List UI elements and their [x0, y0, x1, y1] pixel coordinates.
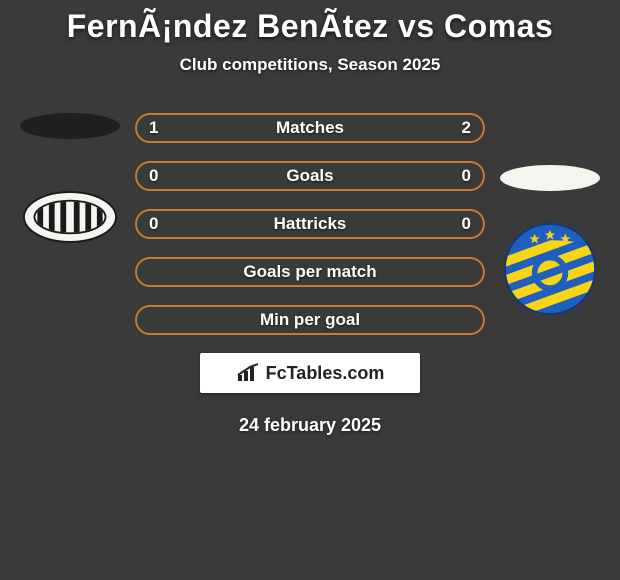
stat-label: Matches — [276, 118, 344, 138]
stat-label: Goals per match — [243, 262, 376, 282]
stat-row-mpg: Min per goal — [135, 305, 485, 335]
crest-left — [22, 169, 118, 265]
shadow-ellipse-left — [20, 113, 120, 139]
stat-label: Min per goal — [260, 310, 360, 330]
stat-label: Goals — [286, 166, 333, 186]
stat-right-value: 0 — [462, 166, 471, 186]
stat-row-gpm: Goals per match — [135, 257, 485, 287]
stat-left-value: 0 — [149, 214, 158, 234]
stat-label: Hattricks — [274, 214, 347, 234]
crest-right-icon — [502, 221, 598, 317]
stat-row-hattricks: 0 Hattricks 0 — [135, 209, 485, 239]
player-left-col — [15, 113, 125, 265]
stat-right-value: 2 — [462, 118, 471, 138]
stats-column: 1 Matches 2 0 Goals 0 0 Hattricks 0 Goal… — [135, 113, 485, 335]
logo-text: FcTables.com — [266, 363, 385, 384]
comparison-card: FernÃ¡ndez BenÃ­tez vs Comas Club compet… — [0, 0, 620, 436]
main-row: 1 Matches 2 0 Goals 0 0 Hattricks 0 Goal… — [0, 113, 620, 335]
date-label: 24 february 2025 — [0, 415, 620, 436]
stat-left-value: 1 — [149, 118, 158, 138]
subtitle: Club competitions, Season 2025 — [0, 55, 620, 75]
bar-chart-icon — [236, 363, 262, 383]
stat-row-goals: 0 Goals 0 — [135, 161, 485, 191]
crest-right — [502, 221, 598, 317]
stat-left-value: 0 — [149, 166, 158, 186]
page-title: FernÃ¡ndez BenÃ­tez vs Comas — [0, 8, 620, 45]
crest-left-icon — [22, 169, 118, 265]
stat-row-matches: 1 Matches 2 — [135, 113, 485, 143]
source-logo: FcTables.com — [200, 353, 420, 393]
shadow-ellipse-right — [500, 165, 600, 191]
stat-right-value: 0 — [462, 214, 471, 234]
player-right-col — [495, 113, 605, 317]
